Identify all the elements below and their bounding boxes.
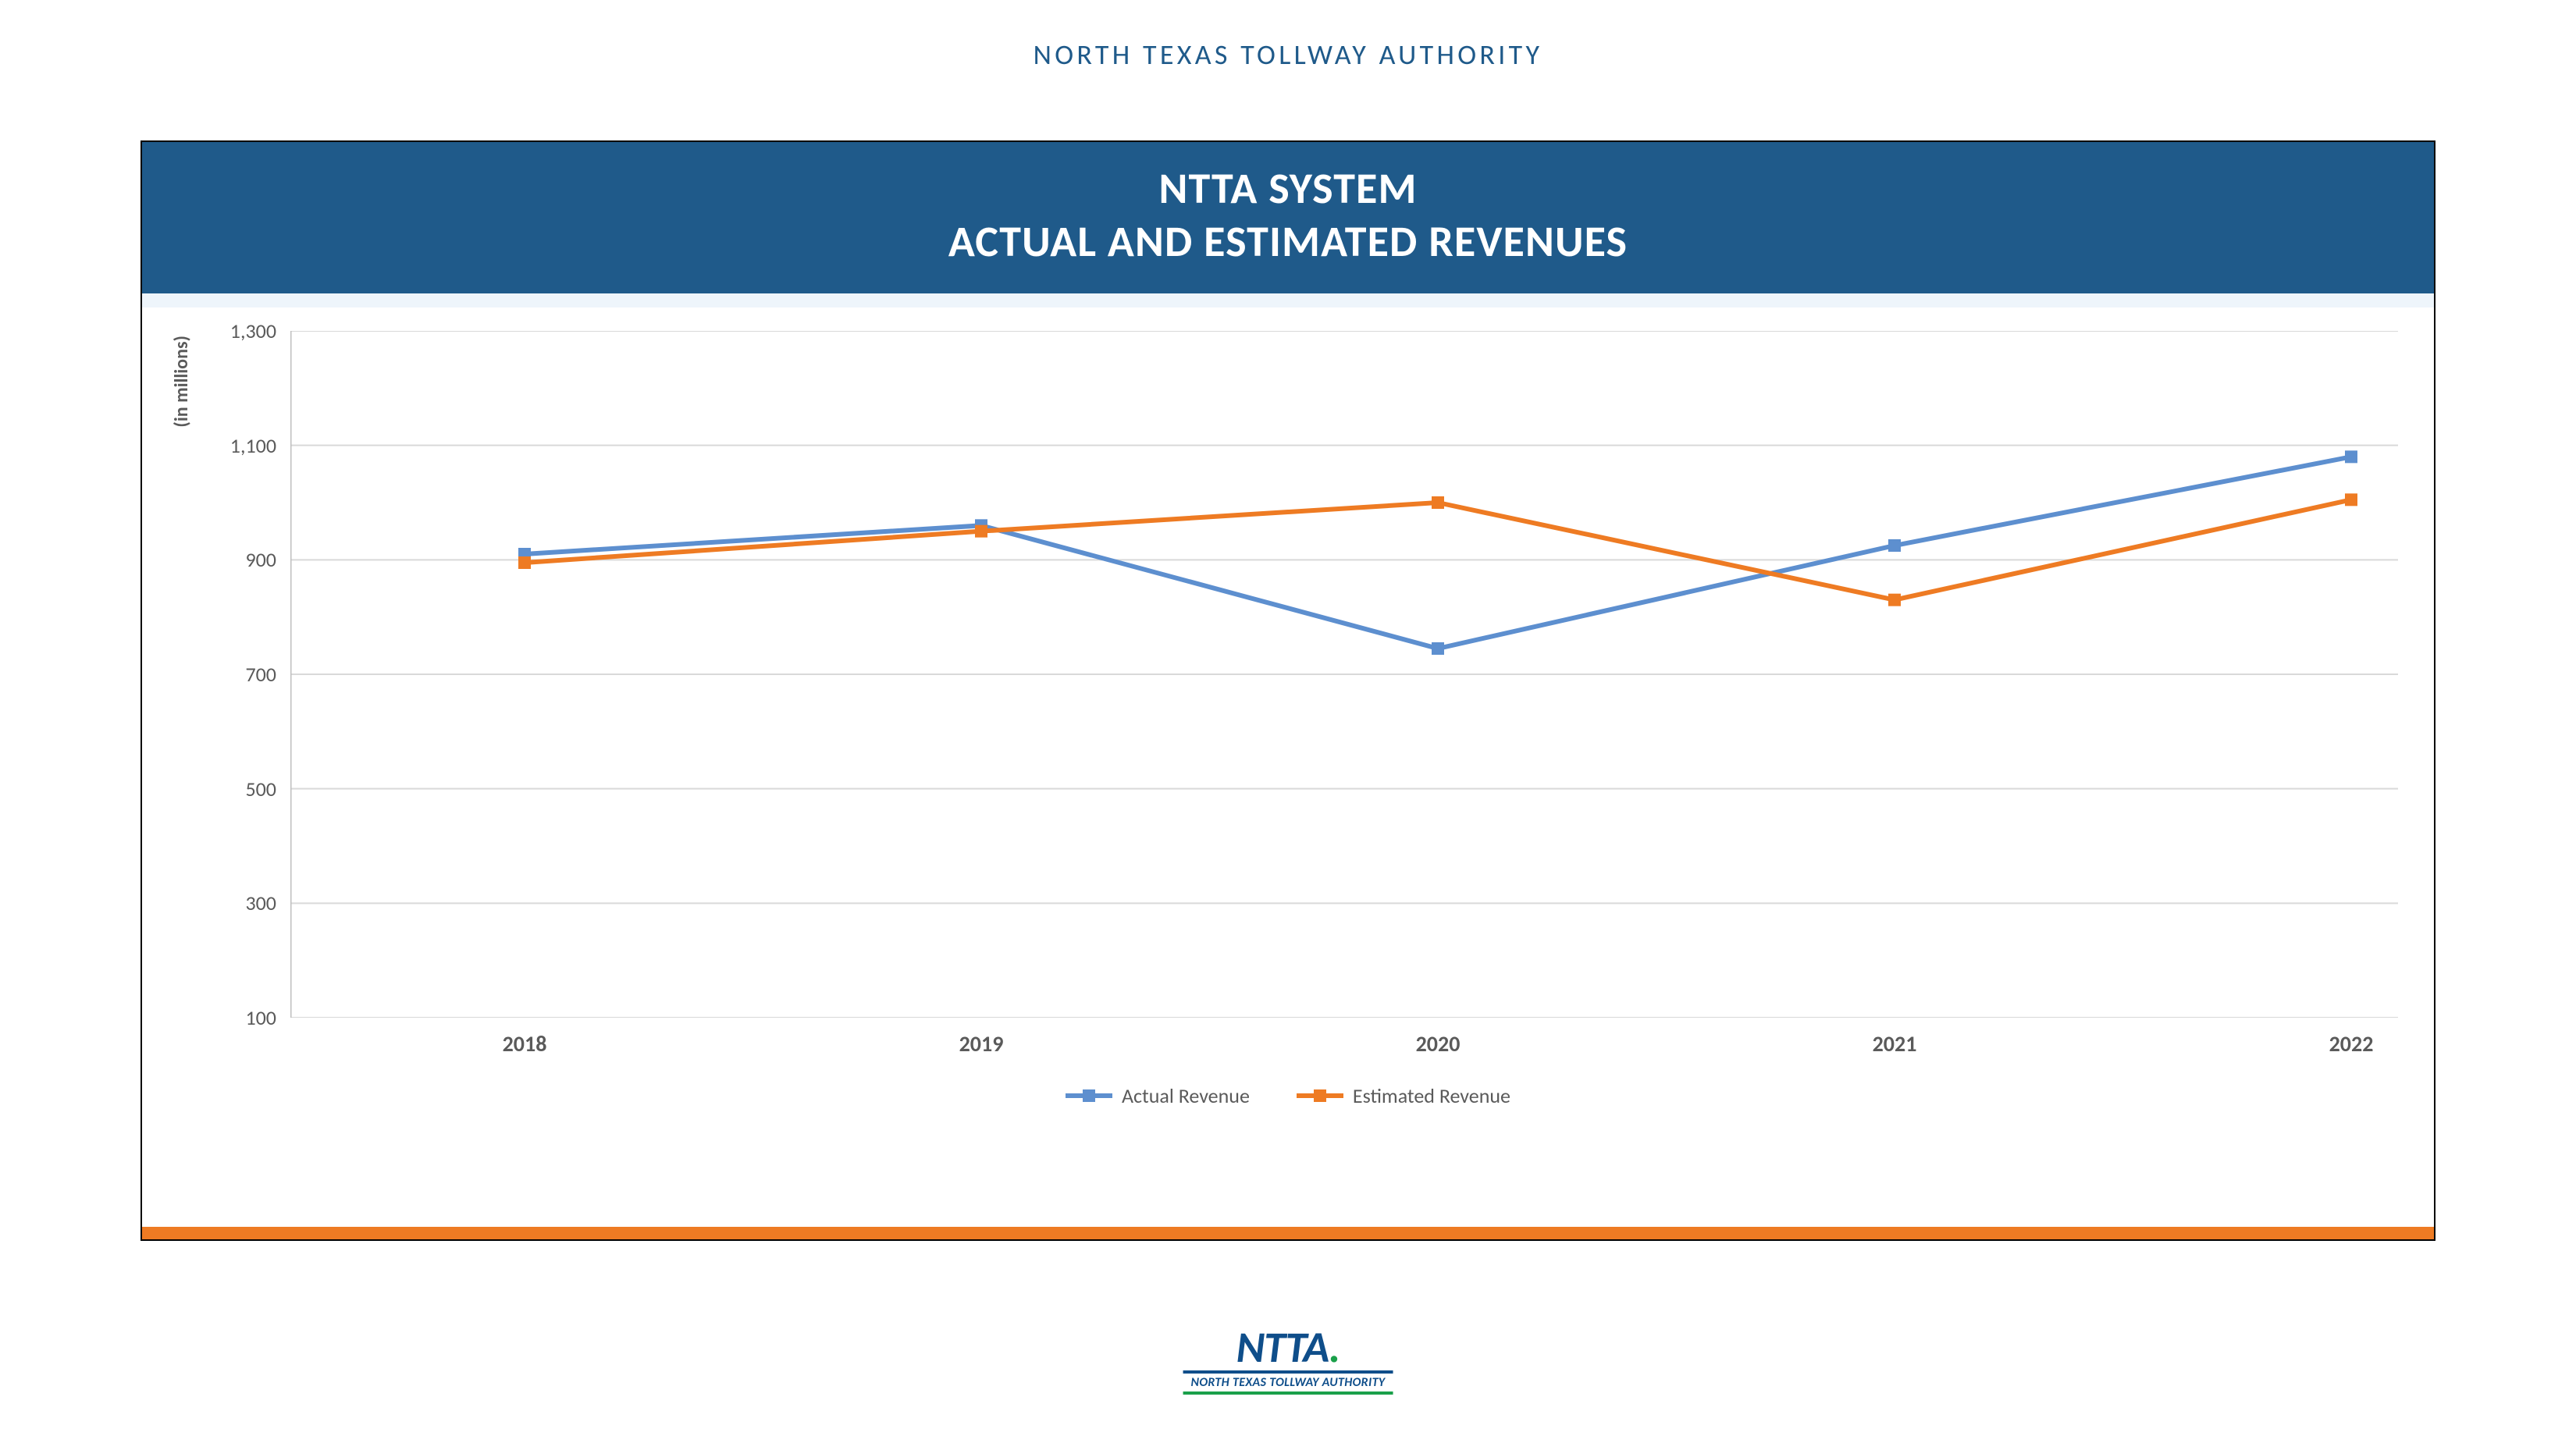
plot: 1003005007009001,1001,300201820192020202… [290,331,2398,1018]
logo-text: NTTA [1236,1321,1329,1374]
y-tick-label: 1,300 [206,318,276,343]
legend-item: Estimated Revenue [1297,1083,1510,1108]
logo-accent: . [1329,1321,1340,1374]
ntta-logo: NTTA. NORTH TEXAS TOLLWAY AUTHORITY [1183,1327,1393,1395]
legend-label: Actual Revenue [1122,1083,1250,1108]
legend-item: Actual Revenue [1066,1083,1250,1108]
x-tick-label: 2020 [1416,1030,1461,1057]
y-tick-label: 500 [206,777,276,801]
y-tick-label: 700 [206,662,276,687]
chart-card: NTTA SYSTEM ACTUAL AND ESTIMATED REVENUE… [141,140,2435,1241]
x-tick-label: 2021 [1873,1030,1917,1057]
x-tick-label: 2022 [2329,1030,2374,1057]
logo-main: NTTA. [1236,1327,1340,1369]
legend-swatch [1066,1093,1112,1098]
x-tick-label: 2019 [959,1030,1004,1057]
page: NORTH TEXAS TOLLWAY AUTHORITY NTTA SYSTE… [0,0,2576,1443]
card-bottom-bar [142,1227,2434,1239]
x-tick-label: 2018 [503,1030,547,1057]
legend-label: Estimated Revenue [1353,1083,1510,1108]
chart-svg [290,331,2398,1018]
chart-area: (in millions) 1003005007009001,1001,3002… [142,307,2434,1135]
legend-swatch [1297,1093,1343,1098]
card-title-line1: NTTA SYSTEM [158,162,2418,215]
legend: Actual Revenue Estimated Revenue [142,1079,2434,1108]
y-tick-label: 300 [206,890,276,915]
card-header: NTTA SYSTEM ACTUAL AND ESTIMATED REVENUE… [142,142,2434,293]
y-tick-label: 900 [206,547,276,572]
y-tick-label: 1,100 [206,433,276,458]
card-title-line2: ACTUAL AND ESTIMATED REVENUES [158,215,2418,268]
y-axis-label: (in millions) [170,336,193,428]
y-tick-label: 100 [206,1005,276,1030]
card-subheader-strip [142,293,2434,307]
page-supertitle: NORTH TEXAS TOLLWAY AUTHORITY [0,37,2576,72]
